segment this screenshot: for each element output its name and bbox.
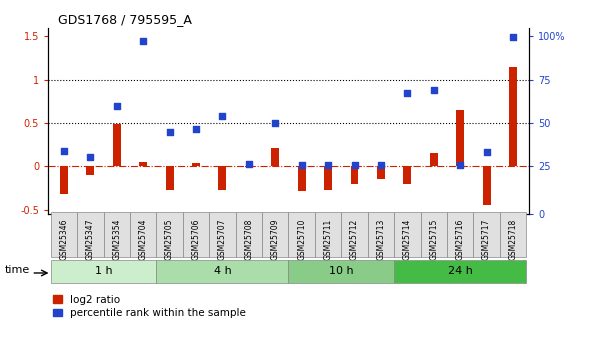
Bar	[87, 166, 94, 175]
Text: GSM25717: GSM25717	[482, 219, 491, 260]
Text: GSM25706: GSM25706	[192, 219, 201, 260]
Point	[323, 162, 333, 167]
Bar	[324, 166, 332, 190]
FancyBboxPatch shape	[103, 212, 130, 257]
FancyBboxPatch shape	[183, 212, 209, 257]
FancyBboxPatch shape	[288, 212, 315, 257]
Text: 10 h: 10 h	[329, 266, 353, 276]
FancyBboxPatch shape	[447, 212, 474, 257]
FancyBboxPatch shape	[421, 212, 447, 257]
Bar	[509, 67, 517, 166]
Point	[376, 162, 386, 168]
Bar	[456, 110, 464, 166]
Point	[165, 129, 174, 134]
Text: GSM25714: GSM25714	[403, 219, 412, 260]
Point	[429, 87, 439, 93]
Bar	[271, 148, 279, 166]
Text: 24 h: 24 h	[448, 266, 472, 276]
Bar	[430, 153, 438, 166]
FancyBboxPatch shape	[77, 212, 103, 257]
Point	[270, 120, 280, 126]
Point	[59, 148, 69, 154]
FancyBboxPatch shape	[209, 212, 236, 257]
FancyBboxPatch shape	[50, 260, 156, 283]
Text: 1 h: 1 h	[95, 266, 112, 276]
Bar	[350, 166, 358, 184]
Point	[112, 103, 121, 108]
Bar	[483, 166, 490, 205]
Bar	[377, 166, 385, 179]
Text: GSM25354: GSM25354	[112, 219, 121, 260]
Bar	[245, 166, 253, 167]
FancyBboxPatch shape	[341, 212, 368, 257]
Text: GSM25704: GSM25704	[139, 219, 148, 260]
Text: GSM25712: GSM25712	[350, 219, 359, 260]
Point	[191, 126, 201, 132]
Text: time: time	[4, 265, 30, 275]
FancyBboxPatch shape	[50, 212, 77, 257]
Point	[350, 162, 359, 167]
Text: GDS1768 / 795595_A: GDS1768 / 795595_A	[58, 13, 192, 27]
Bar	[192, 163, 200, 166]
Point	[456, 162, 465, 168]
Bar	[403, 166, 411, 184]
FancyBboxPatch shape	[315, 212, 341, 257]
Bar	[219, 166, 227, 190]
FancyBboxPatch shape	[262, 212, 288, 257]
Bar	[113, 124, 121, 166]
Text: GSM25716: GSM25716	[456, 219, 465, 260]
Text: GSM25708: GSM25708	[245, 219, 254, 260]
FancyBboxPatch shape	[156, 260, 288, 283]
Point	[218, 113, 227, 119]
Text: GSM25346: GSM25346	[59, 219, 69, 260]
FancyBboxPatch shape	[236, 212, 262, 257]
FancyBboxPatch shape	[368, 212, 394, 257]
FancyBboxPatch shape	[130, 212, 156, 257]
Bar	[60, 166, 68, 194]
Point	[138, 39, 148, 44]
Text: GSM25711: GSM25711	[323, 219, 332, 260]
Text: GSM25713: GSM25713	[376, 219, 385, 260]
FancyBboxPatch shape	[500, 212, 526, 257]
FancyBboxPatch shape	[474, 212, 500, 257]
Point	[85, 154, 95, 159]
Point	[482, 149, 492, 154]
Text: GSM25710: GSM25710	[297, 219, 306, 260]
FancyBboxPatch shape	[394, 260, 526, 283]
Legend: log2 ratio, percentile rank within the sample: log2 ratio, percentile rank within the s…	[53, 295, 246, 318]
Bar	[297, 166, 306, 190]
Bar	[139, 162, 147, 166]
Text: GSM25715: GSM25715	[429, 219, 438, 260]
Text: 4 h: 4 h	[213, 266, 231, 276]
Point	[244, 161, 254, 166]
FancyBboxPatch shape	[156, 212, 183, 257]
Point	[297, 162, 307, 167]
Text: GSM25718: GSM25718	[508, 219, 517, 260]
Bar	[166, 166, 174, 190]
Point	[508, 34, 518, 40]
Text: GSM25709: GSM25709	[271, 219, 280, 260]
Text: GSM25707: GSM25707	[218, 219, 227, 260]
Text: GSM25705: GSM25705	[165, 219, 174, 260]
FancyBboxPatch shape	[394, 212, 421, 257]
Text: GSM25347: GSM25347	[86, 219, 95, 260]
Point	[403, 90, 412, 95]
FancyBboxPatch shape	[288, 260, 394, 283]
